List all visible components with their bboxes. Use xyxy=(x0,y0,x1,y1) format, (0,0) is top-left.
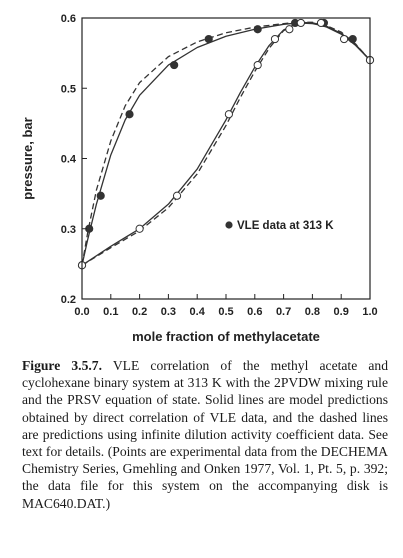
data-point-filled xyxy=(253,25,262,34)
x-axis-label: mole fraction of methylacetate xyxy=(132,329,320,344)
data-point-open xyxy=(172,191,182,200)
x-tick-label: 0.7 xyxy=(276,306,291,318)
x-tick-label: 0.3 xyxy=(161,306,176,318)
data-point-filled xyxy=(170,60,179,70)
legend-label: VLE data at 313 K xyxy=(237,220,334,232)
x-tick-label: 0.8 xyxy=(305,306,320,318)
vle-chart: 0.0 0.1 0.2 0.3 0.4 0.5 0.6 0.7 0.8 0.9 1.0 0.2 0.3 0… xyxy=(20,13,378,344)
plot-frame xyxy=(81,17,371,300)
x-tick-label: 0.1 xyxy=(103,306,118,318)
y-axis-label: pressure, bar xyxy=(20,117,35,199)
dashed-curve-5 xyxy=(81,21,371,266)
data-point-open xyxy=(135,224,144,233)
legend: VLE data at 313 K xyxy=(225,220,334,232)
y-tick-label: 0.4 xyxy=(61,154,77,166)
data-point-filled xyxy=(348,34,357,44)
figure-caption-text: VLE correlation of the methyl acetate an… xyxy=(22,358,388,511)
x-tick-label: 0.2 xyxy=(132,306,147,318)
data-point-filled xyxy=(96,191,105,200)
data-point-open xyxy=(270,34,280,44)
x-tick-label: 0.0 xyxy=(74,306,89,318)
data-point-open xyxy=(285,25,294,34)
x-tick-label: 0.5 xyxy=(218,306,233,318)
data-point-filled xyxy=(125,110,134,119)
data-point-filled xyxy=(204,34,213,44)
figure-caption-label: Figure 3.5.7. xyxy=(22,358,102,373)
x-tick-label: 0.9 xyxy=(334,306,349,318)
y-tick-label: 0.2 xyxy=(61,294,76,306)
x-tick-label: 0.6 xyxy=(247,306,262,318)
data-point-open xyxy=(339,34,349,44)
data-point-open xyxy=(316,18,326,28)
legend-marker xyxy=(225,221,233,229)
data-point-open xyxy=(224,110,233,119)
data-point-open xyxy=(296,18,305,28)
x-tick-label: 1.0 xyxy=(362,306,377,318)
x-tick-label: 0.4 xyxy=(190,306,206,318)
solid-curve-3 xyxy=(81,22,371,266)
dashed-curve-4 xyxy=(81,21,371,266)
y-tick-label: 0.3 xyxy=(61,224,76,236)
y-tick-label: 0.6 xyxy=(61,13,76,25)
data-point-open xyxy=(253,60,262,70)
y-tick-label: 0.5 xyxy=(61,83,76,95)
figure-caption: Figure 3.5.7. VLE correlation of the met… xyxy=(22,357,388,512)
